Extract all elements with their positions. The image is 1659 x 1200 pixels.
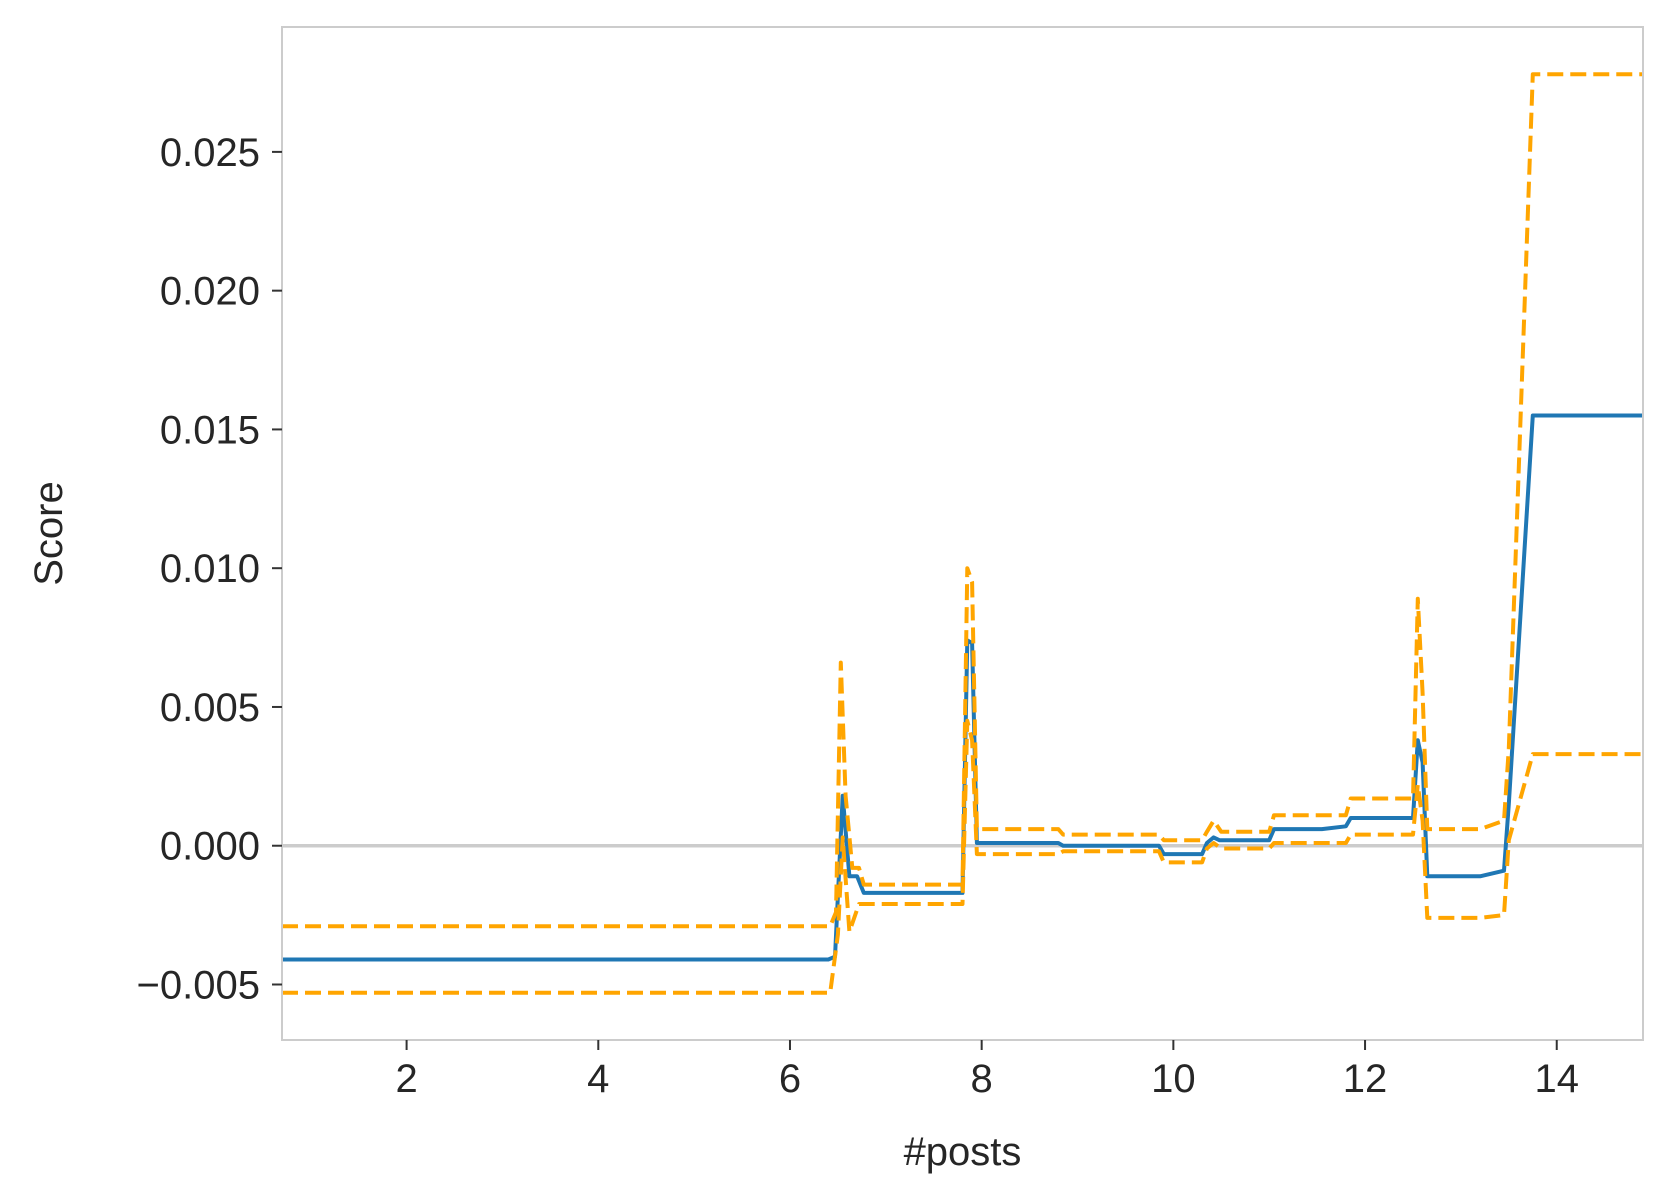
x-tick-label: 2 — [395, 1057, 417, 1101]
series-line-upper — [282, 72, 1643, 929]
y-tick-label: 0.010 — [160, 547, 260, 591]
series-line-lower — [282, 718, 1643, 995]
x-tick-label: 14 — [1534, 1057, 1579, 1101]
y-tick-label: 0.005 — [160, 686, 260, 730]
series-line-estimate — [282, 413, 1643, 962]
x-axis-label: #posts — [904, 1130, 1022, 1174]
y-tick-label: 0.000 — [160, 825, 260, 869]
x-tick-label: 4 — [587, 1057, 609, 1101]
x-tick-label: 10 — [1151, 1057, 1196, 1101]
x-tick-label: 6 — [779, 1057, 801, 1101]
y-tick-label: 0.020 — [160, 270, 260, 314]
x-tick-label: 8 — [971, 1057, 993, 1101]
y-axis-label: Score — [27, 481, 71, 586]
y-tick-label: 0.025 — [160, 131, 260, 175]
plot-frame — [281, 26, 1644, 1041]
y-tick-label: −0.005 — [137, 963, 260, 1007]
x-tick-label: 12 — [1343, 1057, 1388, 1101]
y-tick-label: 0.015 — [160, 408, 260, 452]
